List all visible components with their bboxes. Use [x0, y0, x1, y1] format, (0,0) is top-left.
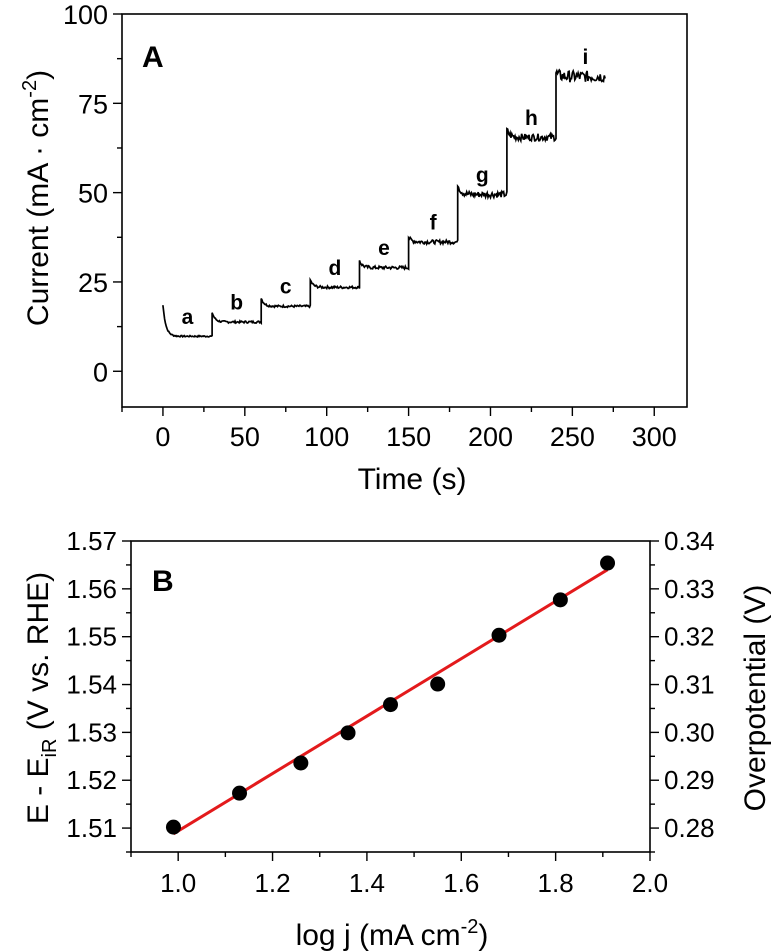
y-tick-label: 75 [78, 89, 108, 119]
panel-b-left-title-main: E - E [22, 757, 55, 824]
y-tick-label: 50 [78, 179, 108, 209]
panel-a: 0 50 100 150 200 250 300 0 25 50 75 100 a b c d e f g h i A… [19, 0, 688, 496]
step-label: a [182, 306, 194, 329]
left-y-tick-label: 1.53 [66, 717, 117, 747]
panel-b-x-title-close: ) [478, 919, 488, 952]
x-tick-label: 1.0 [160, 868, 196, 898]
step-label: d [328, 257, 341, 280]
left-y-tick-label: 1.57 [66, 526, 117, 556]
left-y-tick-label: 1.51 [66, 813, 117, 843]
panel-b: 1.0 1.2 1.4 1.6 1.8 2.0 1.51 0.28 1.52 0.29 1.53 0.… [22, 526, 772, 952]
right-y-tick-label: 0.32 [664, 622, 715, 652]
right-y-tick-label: 0.30 [664, 717, 715, 747]
left-y-tick-label: 1.55 [66, 622, 117, 652]
panel-b-label: B [152, 565, 174, 598]
data-point [430, 676, 446, 692]
panel-a-y-axis-title: Current (mA · cm-2) [19, 70, 55, 326]
data-point [383, 697, 398, 713]
step-label: i [583, 46, 589, 69]
panel-a-x-axis-title: Time (s) [358, 463, 467, 496]
step-label: e [378, 237, 390, 260]
panel-b-x-title-main: log j (mA cm [296, 919, 461, 952]
left-y-tick-label: 1.54 [66, 670, 117, 700]
panel-b-left-y-axis-title: E - EiR (V vs. RHE) [22, 572, 61, 824]
right-y-tick-label: 0.29 [664, 765, 715, 795]
data-point [491, 627, 507, 643]
step-label: b [230, 291, 243, 314]
panel-a-label: A [142, 41, 164, 74]
panel-b-left-title-rest: (V vs. RHE) [22, 572, 55, 739]
y-tick-label: 25 [78, 268, 108, 298]
y-tick-label: 0 [93, 357, 108, 387]
panel-a-frame [121, 13, 688, 408]
x-tick-label: 200 [468, 422, 513, 452]
x-tick-label: 50 [230, 422, 260, 452]
panel-b-frame [130, 540, 651, 853]
x-tick-label: 250 [550, 422, 595, 452]
current-trace [162, 68, 606, 338]
step-label: f [430, 211, 438, 234]
right-y-tick-label: 0.34 [664, 526, 715, 556]
panel-b-x-axis-title: log j (mA cm-2) [296, 916, 489, 952]
step-label: g [476, 164, 489, 187]
data-point [232, 785, 248, 801]
data-point [293, 755, 309, 771]
panel-a-y-title-sup: -2 [19, 80, 41, 98]
panel-a-y-title-main: Current (mA · cm [22, 98, 55, 326]
data-point [600, 555, 616, 571]
x-tick-label: 0 [155, 422, 170, 452]
x-tick-label: 2.0 [632, 868, 668, 898]
left-y-tick-label: 1.56 [66, 574, 117, 604]
data-point [552, 592, 568, 608]
right-y-tick-label: 0.33 [664, 574, 715, 604]
data-point [340, 725, 356, 741]
x-tick-label: 100 [304, 422, 349, 452]
x-tick-label: 300 [632, 422, 677, 452]
x-tick-label: 1.4 [349, 868, 385, 898]
x-tick-label: 150 [386, 422, 431, 452]
panel-b-x-title-sup: -2 [461, 916, 479, 938]
y-tick-label: 100 [63, 0, 108, 30]
x-tick-label: 1.8 [538, 868, 574, 898]
right-y-tick-label: 0.28 [664, 813, 715, 843]
left-y-tick-label: 1.52 [66, 765, 117, 795]
data-point [165, 819, 181, 835]
panel-a-y-title-close: ) [22, 70, 55, 80]
x-tick-label: 1.2 [254, 868, 290, 898]
panel-b-right-y-axis-title: Overpotential (V) [739, 585, 772, 812]
right-y-tick-label: 0.31 [664, 670, 715, 700]
x-tick-label: 1.6 [443, 868, 479, 898]
step-label: h [525, 107, 538, 130]
panel-b-left-title-sub: iR [39, 739, 61, 758]
step-label: c [280, 276, 292, 299]
